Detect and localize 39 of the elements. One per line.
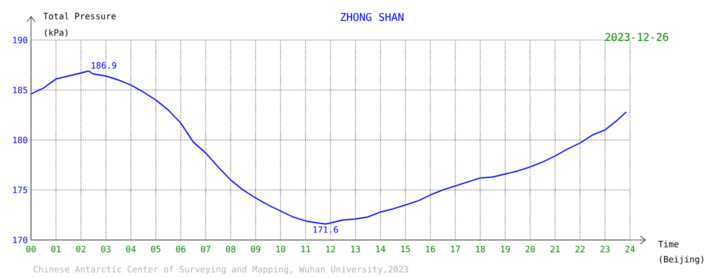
x-axis-title: Time bbox=[658, 240, 679, 248]
x-tick-label: 03 bbox=[101, 246, 110, 252]
x-tick-label: 14 bbox=[376, 246, 386, 252]
x-tick-label: 12 bbox=[326, 246, 335, 252]
x-tick-label: 09 bbox=[250, 246, 260, 252]
y-tick-label: 175 bbox=[13, 186, 28, 194]
x-tick-label: 20 bbox=[526, 246, 535, 252]
text: Chinese Antarctic Center of Surveying and Mapping, Wuhan University,2023 bbox=[34, 266, 408, 274]
chart-subtitle: 2023-12-26 bbox=[605, 32, 668, 42]
y-tick-label: 170 bbox=[13, 236, 28, 244]
x-tick-label: 01 bbox=[51, 246, 61, 252]
chart-title: ZHONG SHAN bbox=[340, 12, 404, 22]
x-tick-label: 02 bbox=[76, 246, 86, 252]
x-tick-label: 07 bbox=[201, 246, 210, 252]
y-axis-title: Total Pressure bbox=[43, 12, 116, 20]
x-tick-label: 10 bbox=[276, 246, 286, 252]
annotation: 186.9 bbox=[92, 62, 116, 69]
x-tick-label: 00 bbox=[26, 246, 36, 252]
x-tick-label: 21 bbox=[550, 246, 560, 252]
x-tick-label: 15 bbox=[401, 246, 410, 252]
x-tick-label: 11 bbox=[301, 246, 310, 252]
x-tick-label: 23 bbox=[600, 246, 610, 252]
x-tick-label: 16 bbox=[426, 246, 435, 252]
x-tick-label: 13 bbox=[351, 246, 360, 252]
x-tick-label: 22 bbox=[576, 246, 585, 252]
text: (Beijing) bbox=[660, 256, 704, 264]
y-tick-label: 180 bbox=[13, 136, 28, 144]
x-tick-label: 06 bbox=[176, 246, 186, 252]
y-tick-label: 190 bbox=[13, 36, 28, 44]
x-tick-label: 05 bbox=[151, 246, 160, 252]
y-tick-label: 185 bbox=[13, 86, 28, 94]
x-tick-label: 17 bbox=[451, 246, 460, 252]
x-tick-label: 18 bbox=[476, 246, 485, 252]
annotation: 171.6 bbox=[314, 226, 338, 233]
x-tick-label: 19 bbox=[501, 246, 510, 252]
text: (kPa) bbox=[44, 29, 68, 37]
x-tick-label: 04 bbox=[126, 246, 136, 252]
x-tick-label: 24 bbox=[625, 246, 635, 252]
x-tick-label: 08 bbox=[226, 246, 236, 252]
